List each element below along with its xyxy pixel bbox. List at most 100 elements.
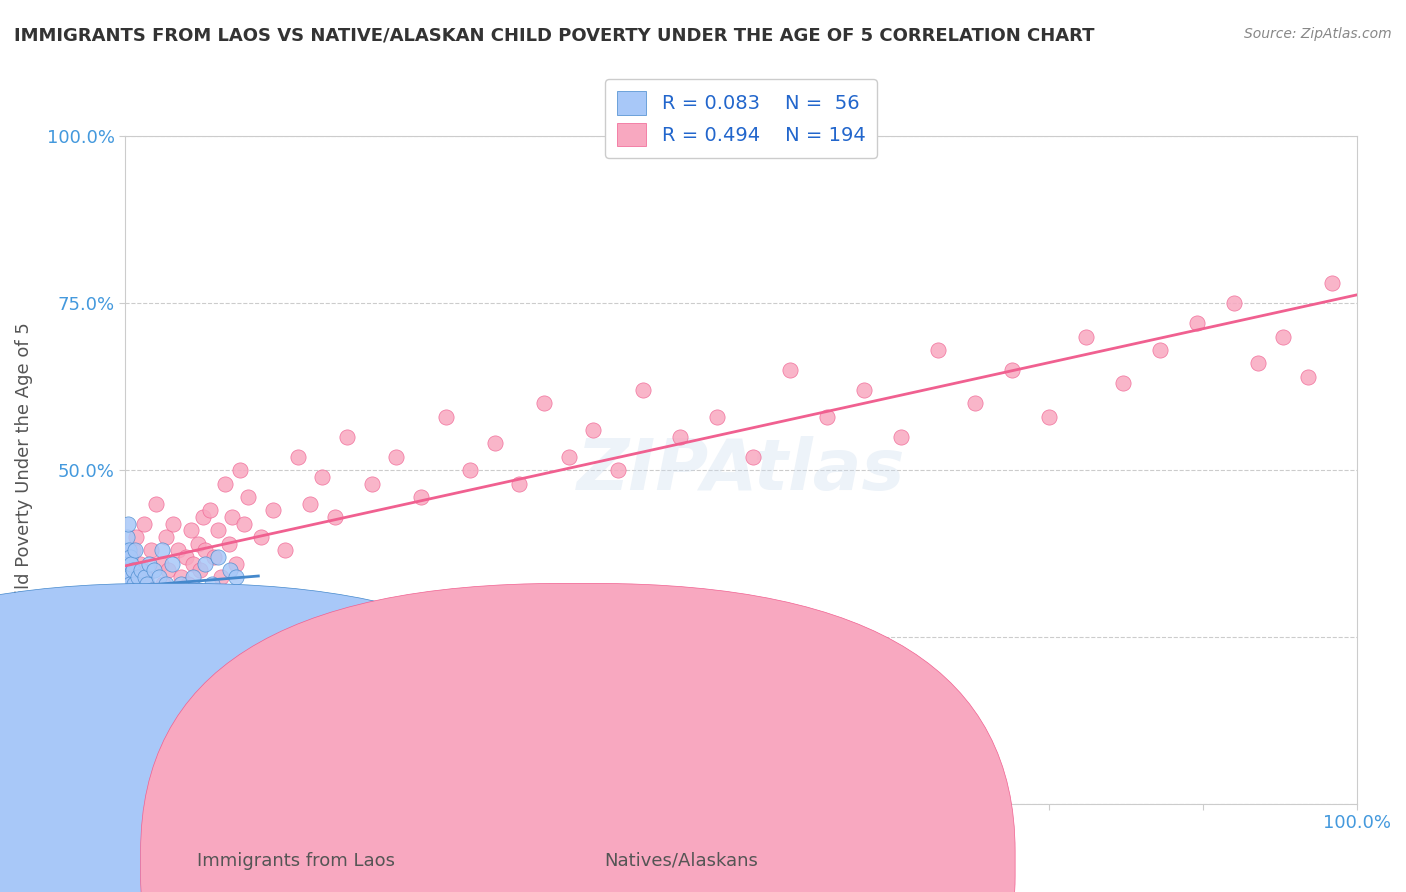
Point [706, 409, 728, 424]
Point [1185, 316, 1208, 330]
Point [194, 557, 217, 571]
Point [121, 557, 143, 571]
Point [212, 590, 235, 604]
Point [132, 516, 155, 531]
Point [160, 610, 183, 624]
Point [287, 450, 309, 464]
Point [150, 557, 173, 571]
Point [120, 563, 142, 577]
Point [219, 563, 242, 577]
Point [508, 476, 530, 491]
Point [141, 543, 163, 558]
Point [434, 409, 457, 424]
Point [124, 597, 146, 611]
Point [1074, 329, 1097, 343]
Point [229, 463, 252, 477]
Point [142, 583, 165, 598]
Point [232, 516, 254, 531]
Point [125, 583, 148, 598]
Point [115, 530, 138, 544]
Point [122, 624, 145, 638]
Point [174, 549, 197, 564]
Text: Natives/Alaskans: Natives/Alaskans [605, 852, 758, 870]
Point [890, 430, 912, 444]
Point [148, 597, 170, 611]
Point [115, 576, 138, 591]
Point [131, 590, 153, 604]
Point [152, 576, 174, 591]
Point [336, 430, 359, 444]
Point [225, 557, 247, 571]
Point [121, 630, 143, 644]
Point [668, 430, 690, 444]
Point [132, 610, 155, 624]
Point [360, 476, 382, 491]
Point [172, 603, 194, 617]
Point [249, 530, 271, 544]
Point [131, 563, 153, 577]
Point [188, 583, 211, 598]
Point [155, 530, 177, 544]
Point [167, 543, 190, 558]
Point [965, 396, 987, 410]
Point [138, 557, 160, 571]
Point [129, 603, 152, 617]
Point [458, 463, 481, 477]
Point [121, 590, 143, 604]
Point [197, 597, 219, 611]
Point [148, 570, 170, 584]
Point [115, 563, 138, 577]
Point [115, 597, 138, 611]
Point [815, 409, 838, 424]
Point [118, 597, 141, 611]
Point [177, 576, 200, 591]
Point [190, 563, 212, 577]
Point [139, 603, 162, 617]
Point [170, 570, 193, 584]
Point [135, 570, 157, 584]
Text: IMMIGRANTS FROM LAOS VS NATIVE/ALASKAN CHILD POVERTY UNDER THE AGE OF 5 CORRELAT: IMMIGRANTS FROM LAOS VS NATIVE/ALASKAN C… [14, 27, 1094, 45]
Point [118, 616, 141, 631]
Point [160, 557, 183, 571]
Point [145, 590, 167, 604]
Point [533, 396, 555, 410]
Point [607, 463, 630, 477]
Point [409, 490, 432, 504]
Point [299, 497, 322, 511]
Point [176, 590, 198, 604]
Point [121, 610, 143, 624]
Point [117, 583, 139, 598]
Point [117, 583, 139, 598]
Point [311, 470, 333, 484]
Point [238, 490, 260, 504]
Point [121, 630, 143, 644]
Point [181, 570, 204, 584]
Point [124, 576, 146, 591]
Point [262, 503, 284, 517]
Point [118, 570, 141, 584]
Point [115, 610, 138, 624]
Point [1001, 363, 1024, 377]
Text: Immigrants from Laos: Immigrants from Laos [197, 852, 395, 870]
Point [122, 576, 145, 591]
Point [191, 510, 214, 524]
Point [138, 610, 160, 624]
Point [631, 383, 654, 397]
Point [128, 590, 150, 604]
Point [117, 557, 139, 571]
Point [166, 597, 188, 611]
Point [214, 476, 236, 491]
Point [200, 503, 222, 517]
Point [115, 543, 138, 558]
Point [385, 450, 408, 464]
Point [1322, 277, 1344, 291]
Point [779, 363, 801, 377]
Point [1038, 409, 1060, 424]
Y-axis label: Child Poverty Under the Age of 5: Child Poverty Under the Age of 5 [15, 322, 32, 618]
Point [1149, 343, 1171, 357]
Point [1223, 296, 1246, 310]
Point [557, 450, 579, 464]
Point [155, 576, 177, 591]
Point [221, 510, 243, 524]
Point [142, 563, 165, 577]
